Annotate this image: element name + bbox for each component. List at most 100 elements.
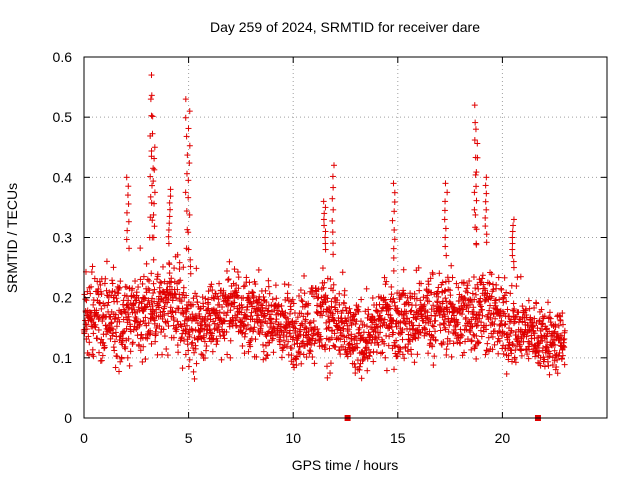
data-point xyxy=(281,313,288,320)
data-point xyxy=(235,274,242,281)
data-point xyxy=(379,349,386,356)
data-point xyxy=(452,331,459,338)
data-point xyxy=(314,295,321,302)
data-point xyxy=(332,299,339,306)
data-point xyxy=(164,352,171,359)
data-point xyxy=(340,326,347,333)
peak-point xyxy=(482,223,489,230)
peak-point xyxy=(125,183,132,190)
peak-point xyxy=(483,190,490,197)
data-point xyxy=(436,270,443,277)
data-point xyxy=(531,304,538,311)
data-point xyxy=(324,295,331,302)
data-point xyxy=(112,311,119,318)
data-point xyxy=(387,312,394,319)
data-point xyxy=(395,309,402,316)
data-point xyxy=(275,303,282,310)
data-point xyxy=(429,343,436,350)
peak-point xyxy=(442,198,449,205)
data-point xyxy=(209,287,216,294)
peak-point xyxy=(151,155,158,162)
data-point xyxy=(477,327,484,334)
data-point xyxy=(543,325,550,332)
peak-point xyxy=(184,226,191,233)
data-point xyxy=(322,292,329,299)
data-point xyxy=(298,360,305,367)
data-point xyxy=(268,315,275,322)
data-point xyxy=(385,342,392,349)
data-point xyxy=(238,309,245,316)
data-point xyxy=(140,273,147,280)
data-point xyxy=(411,359,418,366)
data-point xyxy=(266,290,273,297)
data-point xyxy=(166,270,173,277)
data-point xyxy=(339,307,346,314)
data-point xyxy=(174,251,181,258)
data-point xyxy=(525,343,532,350)
data-point xyxy=(256,296,263,303)
data-point xyxy=(547,315,554,322)
data-point xyxy=(93,307,100,314)
peak-point xyxy=(329,217,336,224)
data-point xyxy=(219,304,226,311)
data-point xyxy=(270,349,277,356)
data-point xyxy=(432,328,439,335)
data-point xyxy=(556,349,563,356)
peak-point xyxy=(472,211,479,218)
data-point xyxy=(427,275,434,282)
data-point xyxy=(347,351,354,358)
data-point xyxy=(174,342,181,349)
data-point xyxy=(549,354,556,361)
data-point xyxy=(467,329,474,336)
peak-point xyxy=(471,137,478,144)
data-point xyxy=(311,340,318,347)
x-tick-label: 15 xyxy=(390,430,406,446)
peak-point xyxy=(147,173,154,180)
data-point xyxy=(205,288,212,295)
data-point xyxy=(145,285,152,292)
data-point xyxy=(255,296,262,303)
data-point xyxy=(364,340,371,347)
data-point xyxy=(396,344,403,351)
data-point xyxy=(361,321,368,328)
data-point xyxy=(176,259,183,266)
data-point xyxy=(238,301,245,308)
data-point xyxy=(185,363,192,370)
data-point xyxy=(307,319,314,326)
data-point xyxy=(95,316,102,323)
data-point xyxy=(202,355,209,362)
data-point xyxy=(352,370,359,377)
data-point xyxy=(216,309,223,316)
data-point xyxy=(96,299,103,306)
data-point xyxy=(142,356,149,363)
data-point xyxy=(308,341,315,348)
data-point xyxy=(103,258,110,265)
data-point xyxy=(381,297,388,304)
data-point xyxy=(512,359,519,366)
peak-point xyxy=(510,216,517,223)
data-point xyxy=(145,320,152,327)
data-point xyxy=(158,280,165,287)
data-point xyxy=(358,375,365,382)
data-point xyxy=(543,333,550,340)
data-point xyxy=(431,353,438,360)
data-point xyxy=(114,298,121,305)
peak-point xyxy=(483,206,490,213)
x-tick-label: 0 xyxy=(80,430,88,446)
peak-point xyxy=(151,223,158,230)
data-point xyxy=(526,305,533,312)
data-point xyxy=(390,295,397,302)
data-point xyxy=(259,341,266,348)
peak-point xyxy=(389,217,396,224)
data-point xyxy=(536,348,543,355)
data-point xyxy=(191,334,198,341)
data-point xyxy=(402,321,409,328)
data-point xyxy=(464,336,471,343)
data-point xyxy=(219,292,226,299)
data-point xyxy=(399,336,406,343)
data-point xyxy=(306,320,313,327)
data-point xyxy=(517,273,524,280)
data-point xyxy=(468,346,475,353)
data-point xyxy=(418,280,425,287)
data-point xyxy=(122,343,129,350)
